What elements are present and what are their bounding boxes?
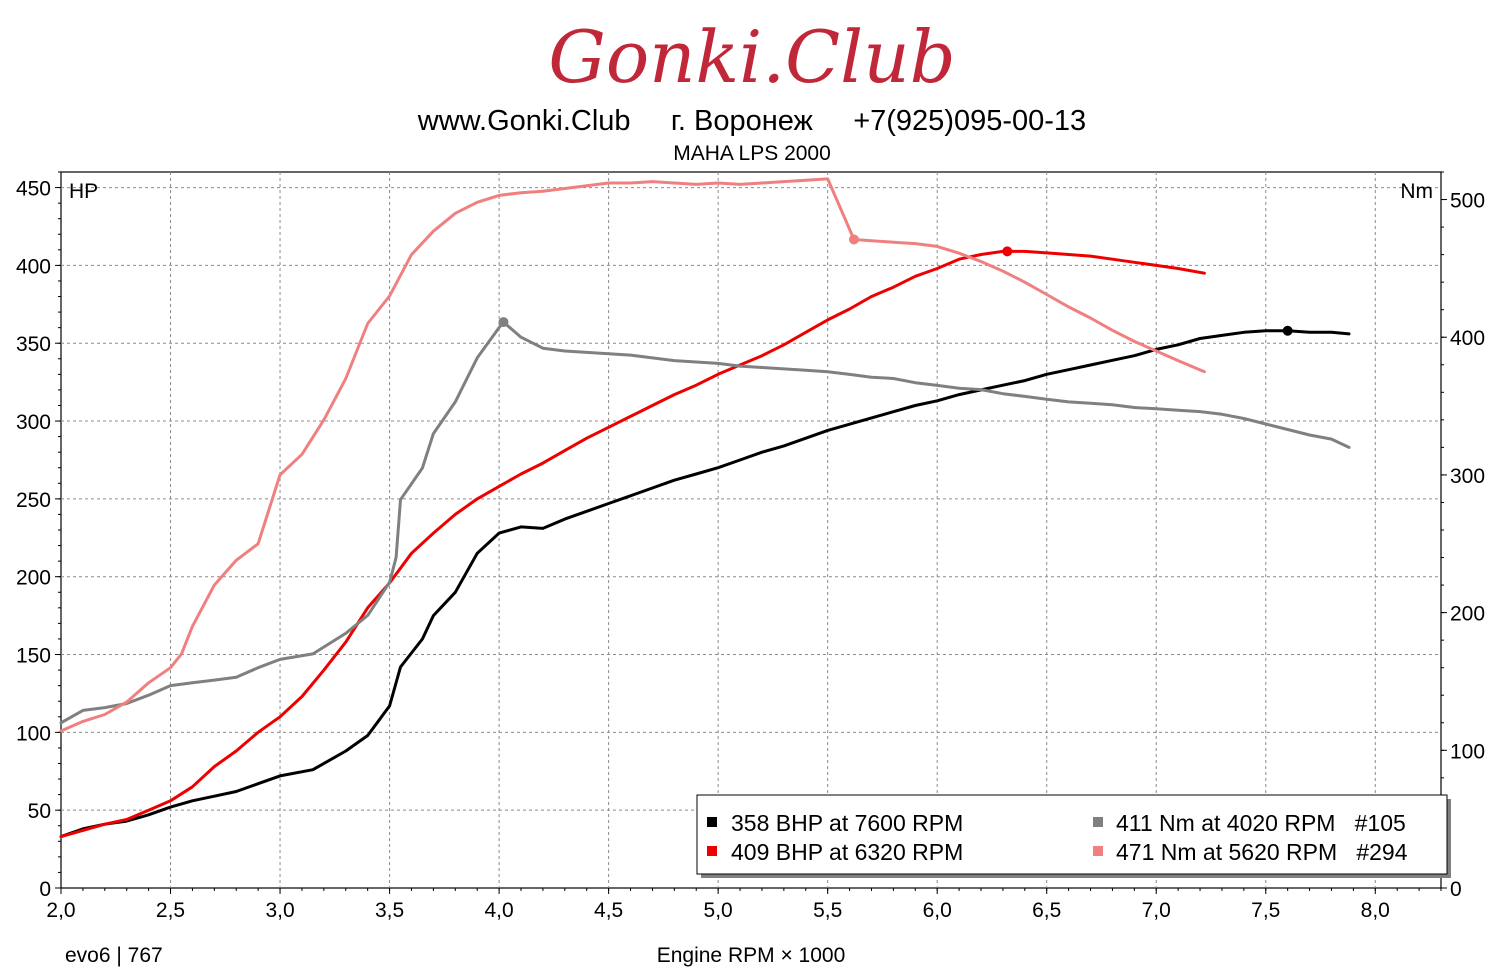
x-tick-label: 5,0 <box>704 899 733 922</box>
legend-swatch-torque-stock <box>1093 846 1103 856</box>
y-left-tick-label: 400 <box>16 255 51 278</box>
legend-label-torque-tuned: 411 Nm at 4020 RPM #105 <box>1116 810 1406 836</box>
y-right-tick-label: 100 <box>1450 740 1485 763</box>
y-left-tick-label: 200 <box>16 567 51 590</box>
y-right-tick-label: 300 <box>1450 465 1485 488</box>
x-tick-label: 6,0 <box>923 899 952 922</box>
legend-label-power-tuned: 358 BHP at 7600 RPM <box>731 810 963 836</box>
y-right-tick-label: 0 <box>1450 878 1462 901</box>
y-left-tick-label: 350 <box>16 333 51 356</box>
legend: 358 BHP at 7600 RPM 409 BHP at 6320 RPM … <box>696 794 1451 878</box>
x-tick-label: 7,5 <box>1251 899 1280 922</box>
y-left-axis-label: HP <box>69 180 98 203</box>
x-axis-label: Engine RPM × 1000 <box>657 944 846 967</box>
x-tick-label: 3,5 <box>375 899 404 922</box>
peak-marker-power-stock <box>1002 246 1013 257</box>
x-tick-label: 3,0 <box>265 899 294 922</box>
y-left-tick-label: 50 <box>28 800 51 823</box>
plot-area <box>60 171 1442 889</box>
x-tick-label: 5,5 <box>813 899 842 922</box>
peak-marker-torque-stock <box>848 234 859 245</box>
y-left-tick-label: 150 <box>16 645 51 668</box>
x-tick-label: 6,5 <box>1032 899 1061 922</box>
y-right-tick-label: 400 <box>1450 327 1485 350</box>
y-left-tick-label: 300 <box>16 411 51 434</box>
device-label: MAHA LPS 2000 <box>673 142 831 165</box>
legend-box <box>696 794 1448 875</box>
x-tick-label: 4,0 <box>484 899 513 922</box>
peak-marker-torque-tuned <box>498 317 509 328</box>
series-layer <box>59 177 1351 839</box>
x-tick-label: 7,0 <box>1142 899 1171 922</box>
brand-logo: Gonki.Club <box>548 15 955 99</box>
y-left-tick-label: 450 <box>16 178 51 201</box>
y-right-tick-label: 500 <box>1450 190 1485 213</box>
grid <box>61 172 1441 888</box>
legend-label-power-stock: 409 BHP at 6320 RPM <box>731 839 963 865</box>
legend-swatch-power-tuned <box>707 817 717 827</box>
x-tick-label: 8,0 <box>1361 899 1390 922</box>
series-line-torque-tuned <box>59 320 1351 725</box>
y-right-tick-label: 200 <box>1450 603 1485 626</box>
x-tick-label: 2,5 <box>156 899 185 922</box>
peak-marker-power-tuned <box>1282 325 1293 336</box>
legend-label-torque-stock: 471 Nm at 5620 RPM #294 <box>1116 839 1408 865</box>
series-line-torque-stock <box>59 177 1206 733</box>
y-left-tick-label: 250 <box>16 489 51 512</box>
contact-line: www.Gonki.Club г. Воронеж +7(925)095-00-… <box>417 105 1086 137</box>
y-right-axis-label: Nm <box>1400 180 1433 203</box>
x-tick-label: 2,0 <box>46 899 75 922</box>
axis-ticks: 2,0 2,5 3,0 3,5 4,0 4,5 5,0 5,5 6,0 6,5 7,0 7,5 8,0 0… <box>16 171 1485 922</box>
run-id: evo6 | 767 <box>65 944 163 967</box>
y-left-tick-label: 0 <box>39 878 51 901</box>
y-left-tick-label: 100 <box>16 722 51 745</box>
x-tick-label: 4,5 <box>594 899 623 922</box>
legend-swatch-power-stock <box>707 846 717 856</box>
series-line-power-tuned <box>59 329 1351 839</box>
legend-swatch-torque-tuned <box>1093 817 1103 827</box>
